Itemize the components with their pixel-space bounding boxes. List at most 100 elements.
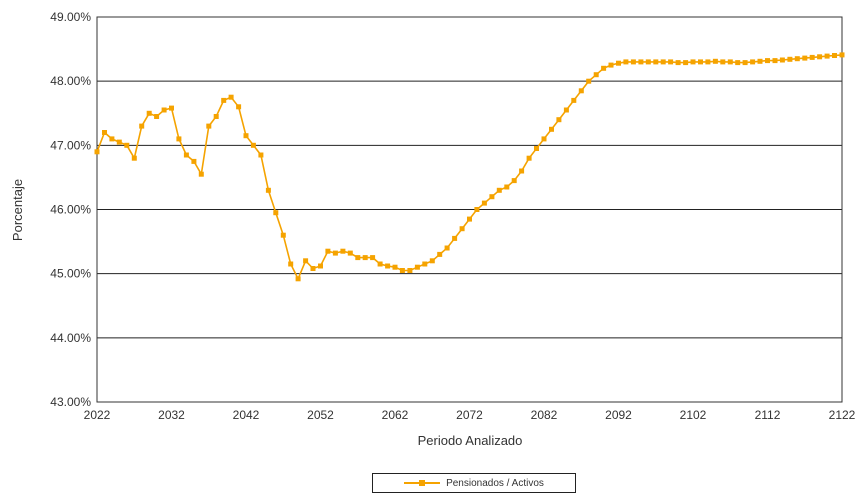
data-point [310, 266, 316, 271]
data-point [161, 107, 167, 113]
data-point [444, 245, 450, 251]
data-point [392, 264, 398, 270]
x-tick-label: 2092 [605, 408, 632, 422]
data-point [832, 53, 837, 58]
x-tick-labels: 2022 2032 2042 2052 2062 2072 2082 2092 2102 2112… [84, 408, 856, 422]
data-point [221, 97, 227, 103]
data-point [318, 263, 323, 269]
data-point [735, 60, 741, 66]
data-point [616, 60, 621, 66]
data-point [422, 261, 428, 267]
data-point [198, 171, 204, 177]
data-point [720, 59, 726, 65]
data-point [452, 235, 458, 241]
x-tick-label: 2102 [680, 408, 707, 422]
data-point [817, 54, 823, 60]
data-point [459, 226, 465, 232]
data-point [295, 276, 301, 282]
data-point [355, 255, 361, 261]
data-point [332, 250, 338, 256]
data-point [601, 65, 607, 71]
plot-area [96, 16, 843, 403]
data-point [250, 142, 256, 148]
data-point [407, 268, 413, 273]
data-point [228, 94, 234, 100]
data-point [742, 60, 748, 66]
data-point [102, 130, 107, 135]
data-point [146, 110, 152, 116]
y-tick-label: 47.00% [50, 138, 91, 152]
data-point [176, 136, 182, 142]
data-point [370, 255, 376, 261]
data-point [578, 88, 584, 94]
y-tick-label: 48.00% [50, 74, 91, 88]
data-point [340, 248, 346, 254]
data-point [794, 56, 800, 62]
data-point [772, 58, 778, 64]
data-point [563, 107, 569, 113]
data-point [653, 59, 659, 65]
y-tick-label: 49.00% [50, 10, 91, 24]
data-point [303, 258, 309, 264]
data-point [690, 59, 696, 65]
data-point [489, 194, 495, 200]
data-point [206, 123, 212, 129]
data-point [265, 187, 271, 193]
data-point [757, 58, 763, 64]
data-point [698, 59, 703, 65]
data-point [623, 59, 629, 65]
data-point [183, 152, 189, 158]
data-point [593, 72, 599, 78]
data-point [556, 117, 562, 123]
x-tick-label: 2112 [755, 408, 781, 422]
data-point [668, 59, 674, 65]
data-point [712, 58, 718, 64]
data-point [802, 55, 808, 61]
x-tick-label: 2022 [84, 408, 111, 422]
data-point [191, 158, 197, 164]
data-point [437, 251, 443, 257]
data-point [750, 59, 756, 65]
x-tick-label: 2072 [456, 408, 483, 422]
x-tick-label: 2042 [233, 408, 260, 422]
data-point [526, 155, 532, 161]
data-point [504, 184, 510, 190]
data-point [236, 104, 242, 110]
data-point [824, 53, 830, 59]
legend: Pensionados / Activos [372, 473, 576, 493]
data-point [258, 152, 264, 158]
x-tick-label: 2122 [829, 408, 856, 422]
data-point [139, 123, 145, 129]
data-point [511, 178, 517, 184]
data-point [571, 97, 577, 103]
data-point [630, 59, 636, 65]
data-point [467, 216, 472, 222]
y-tick-labels: 43.00% 44.00% 45.00% 46.00% 47.00% 48.00% 49.0… [50, 10, 91, 409]
x-tick-label: 2062 [382, 408, 409, 422]
y-tick-label: 45.00% [50, 267, 91, 281]
legend-label: Pensionados / Activos [446, 477, 544, 489]
data-point [377, 261, 383, 267]
data-point [131, 155, 137, 161]
x-tick-label: 2052 [307, 408, 334, 422]
data-point [683, 60, 689, 66]
data-point [273, 210, 279, 216]
y-tick-label: 44.00% [50, 331, 91, 345]
data-point [414, 264, 420, 270]
y-tick-label: 46.00% [50, 203, 91, 217]
data-point [638, 59, 644, 65]
data-point [765, 58, 770, 64]
data-point [660, 59, 666, 65]
data-point [243, 133, 249, 139]
data-point [325, 248, 331, 254]
x-tick-label: 2082 [531, 408, 558, 422]
data-point [705, 59, 711, 65]
data-point [109, 136, 115, 142]
data-point [779, 57, 785, 63]
data-point [474, 207, 480, 212]
data-point [347, 250, 353, 256]
y-tick-label: 43.00% [50, 395, 91, 409]
series-line-pensionados-activos [96, 54, 843, 281]
y-axis-label: Porcentaje [10, 179, 25, 241]
legend-swatch [404, 478, 441, 488]
